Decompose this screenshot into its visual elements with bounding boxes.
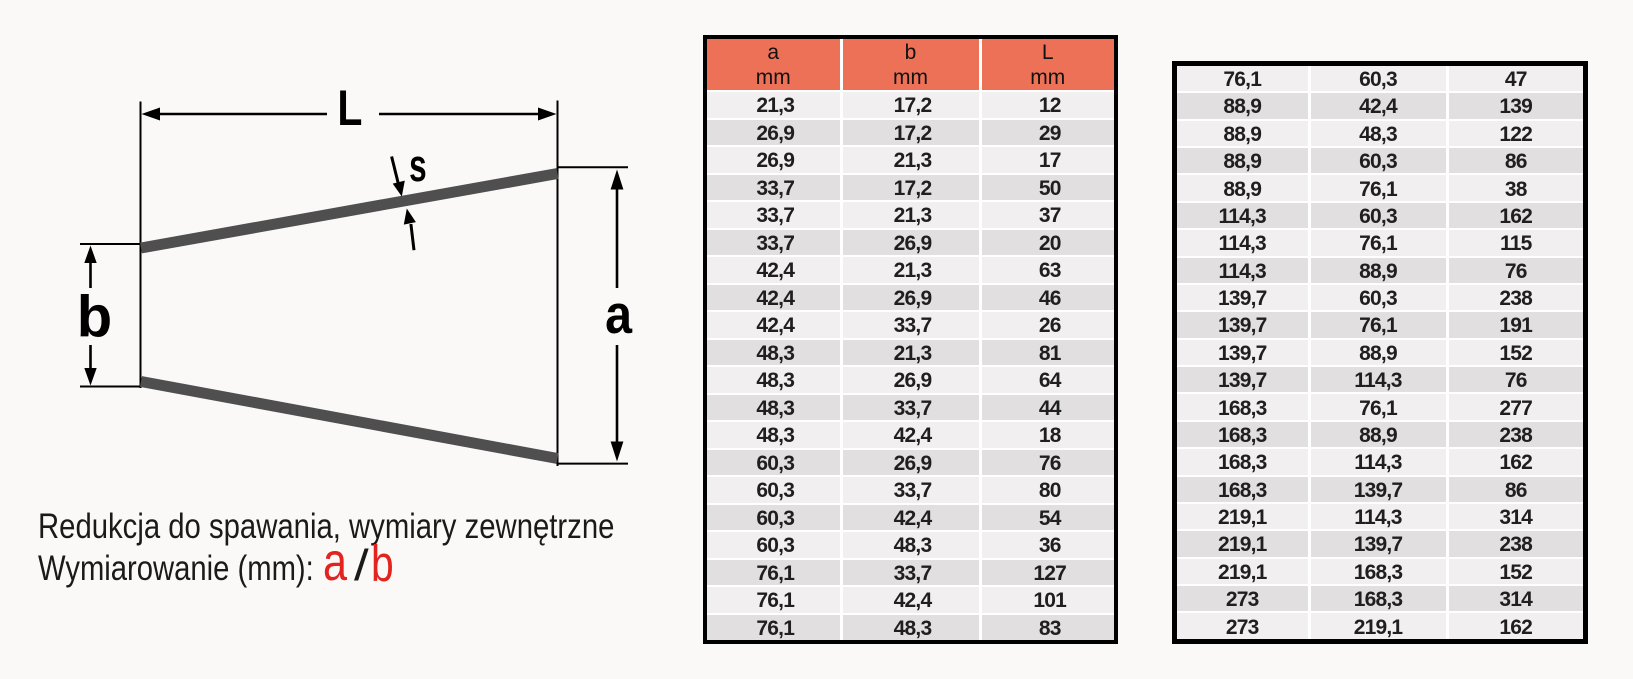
svg-text:L: L [337,80,362,136]
svg-text:s: s [409,142,427,192]
svg-text:a: a [605,283,633,345]
svg-text:b: b [77,285,112,350]
